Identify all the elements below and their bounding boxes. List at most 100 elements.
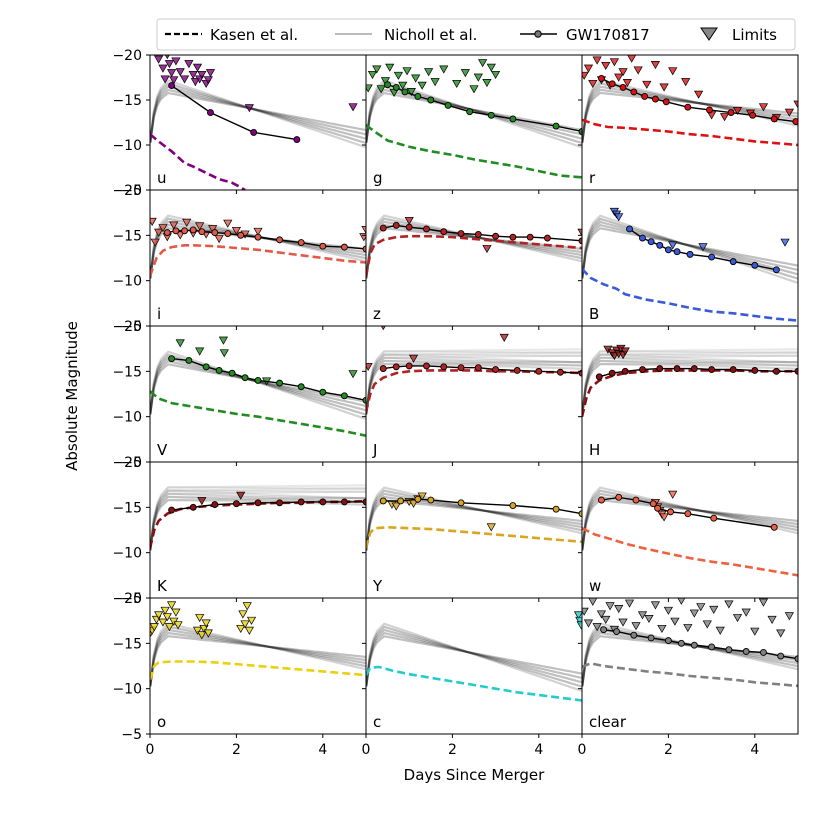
gw170817-point <box>673 365 681 373</box>
gw170817-point <box>600 626 608 634</box>
gw170817-point <box>621 367 629 375</box>
gw170817-point <box>615 493 623 501</box>
nicholl-model-curve <box>582 220 798 279</box>
limit-marker <box>741 608 751 617</box>
panel-H-plot-area <box>582 344 798 417</box>
limit-marker <box>150 217 157 226</box>
gw170817-point <box>690 641 698 649</box>
gw170817-point <box>552 505 560 513</box>
gw170817-point <box>630 631 638 639</box>
panel-frame <box>581 325 799 463</box>
gw170817-point <box>639 366 646 373</box>
nicholl-model-curve <box>366 220 582 279</box>
nicholl-model-curve <box>582 82 798 143</box>
gw170817-point <box>770 115 778 123</box>
limit-marker <box>424 68 434 77</box>
y-axis-label: Absolute Magnitude <box>63 321 81 471</box>
limit-marker <box>154 55 164 64</box>
nicholl-model-curve <box>582 359 798 415</box>
nicholl-model-curve <box>582 217 798 280</box>
legend-kasen-label: Kasen et al. <box>210 26 298 44</box>
gw170817-point <box>202 363 210 371</box>
limit-marker <box>694 90 704 99</box>
nicholl-model-curve <box>150 635 366 687</box>
limit-marker <box>614 213 624 222</box>
kasen-model-curve <box>582 118 798 147</box>
nicholl-model-curve <box>582 499 798 551</box>
limit-marker <box>724 600 734 609</box>
panel-o-plot-area <box>150 601 366 687</box>
limit-marker <box>583 64 594 73</box>
y-tick-label: −10 <box>112 274 142 290</box>
panel-H: H <box>578 325 799 466</box>
panel-g: g <box>362 54 583 194</box>
limit-marker <box>478 59 488 68</box>
band-label: o <box>157 713 166 731</box>
limit-marker <box>380 326 386 331</box>
y-tick-label: −15 <box>112 228 142 244</box>
panel-frame <box>365 325 583 463</box>
gw170817-point <box>340 392 348 400</box>
nicholl-model-curve <box>366 492 582 551</box>
limit-marker <box>393 71 404 80</box>
gw170817-point <box>656 241 664 249</box>
nicholl-model-curve <box>582 88 798 143</box>
panel-frame <box>365 597 583 735</box>
gw170817-point <box>444 101 452 109</box>
nicholl-model-curve <box>150 85 366 143</box>
nicholl-model-curve <box>150 492 366 551</box>
nicholl-model-curve <box>366 217 582 279</box>
limit-marker <box>162 613 172 622</box>
gw170817-point <box>237 231 245 239</box>
gw170817-point <box>777 652 785 660</box>
nicholl-model-curve <box>582 360 798 415</box>
nicholl-model-curve <box>366 348 582 415</box>
gw170817-point <box>619 83 627 91</box>
nicholl-model-curve <box>582 356 798 415</box>
gw170817-point <box>794 655 798 663</box>
gw170817-point <box>595 373 603 381</box>
gw170817-point <box>772 266 780 274</box>
limit-marker <box>175 68 185 77</box>
limit-marker <box>160 75 170 84</box>
limit-marker <box>190 78 200 87</box>
legend-gw-marker <box>534 30 542 38</box>
limit-marker <box>622 79 632 88</box>
nicholl-model-curve <box>582 88 798 143</box>
band-label: K <box>157 577 168 595</box>
panel-B: B <box>578 189 799 330</box>
limit-marker <box>614 605 624 614</box>
panel-i: i −20 −15 −10 −5 <box>112 183 367 335</box>
limit-marker <box>683 624 693 633</box>
x-tick-label: 2 <box>448 742 457 758</box>
nicholl-model-curve <box>366 492 582 551</box>
panel-u-plot-area <box>150 55 366 190</box>
panel-r: r <box>578 54 799 194</box>
band-label: u <box>157 169 167 187</box>
limit-marker <box>236 624 246 634</box>
gw170817-point <box>597 496 605 504</box>
limit-marker <box>376 85 386 94</box>
gw170817-point <box>405 362 413 370</box>
gw170817-point <box>319 388 327 396</box>
gw170817-point <box>474 364 482 372</box>
gw170817-point <box>362 245 366 253</box>
limit-marker <box>160 606 170 615</box>
limit-marker <box>218 336 229 345</box>
gw170817-point <box>276 379 284 387</box>
limit-marker <box>154 611 164 620</box>
panel-frame <box>365 189 583 327</box>
band-label: clear <box>589 713 627 731</box>
limit-marker <box>192 626 203 635</box>
limit-marker <box>473 73 483 82</box>
gw170817-point <box>710 514 718 522</box>
gw170817-point <box>254 499 262 507</box>
nicholl-model-curve <box>582 220 798 279</box>
gw170817-point <box>708 366 716 373</box>
limit-marker <box>633 66 643 75</box>
nicholl-model-curve <box>366 625 582 688</box>
gw170817-point <box>423 225 430 233</box>
limit-marker <box>681 78 691 87</box>
x-tick-label: 4 <box>534 742 543 758</box>
limit-marker <box>402 67 412 76</box>
